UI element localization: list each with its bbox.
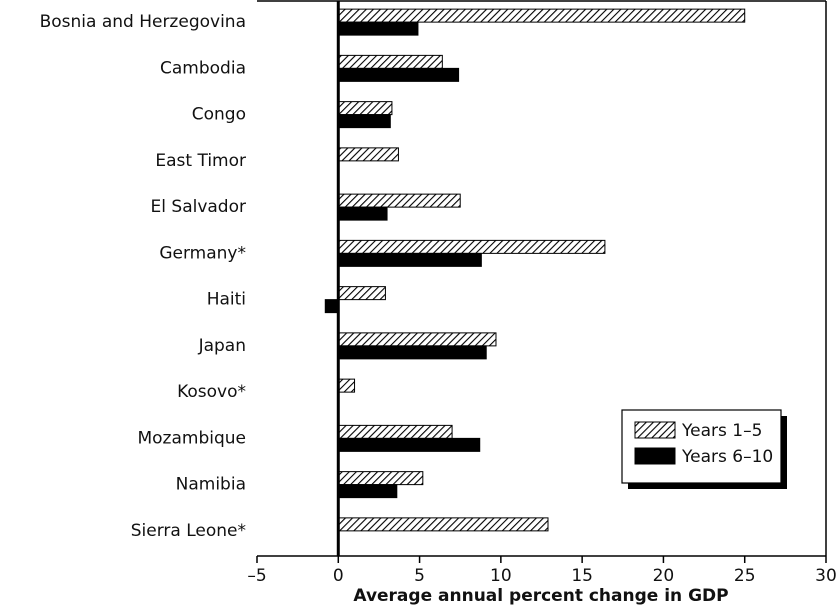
bar	[337, 286, 386, 301]
bar	[337, 114, 391, 129]
x-tick-label: 5	[414, 566, 425, 586]
legend-swatch	[634, 421, 676, 439]
bar	[337, 101, 393, 116]
y-tick-label: Congo	[192, 105, 246, 125]
y-tick-label: Germany*	[159, 243, 246, 263]
bar	[337, 239, 606, 254]
bar	[337, 424, 453, 439]
y-tick-label: Sierra Leone*	[131, 521, 246, 541]
bar	[337, 345, 487, 360]
bar	[324, 299, 339, 314]
y-tick-label: Mozambique	[137, 428, 246, 448]
bar	[337, 471, 424, 486]
bar	[337, 21, 419, 36]
y-tick-label: Japan	[198, 336, 246, 356]
legend-swatch	[634, 447, 676, 465]
bar	[337, 67, 460, 82]
x-tick-label: 25	[734, 566, 756, 586]
y-tick-label: Bosnia and Herzegovina	[40, 12, 246, 32]
y-tick-label: East Timor	[155, 151, 246, 171]
x-tick-label: 0	[333, 566, 344, 586]
x-tick-label: 10	[490, 566, 512, 586]
bar	[337, 54, 443, 69]
bar	[337, 8, 746, 23]
bar	[337, 484, 398, 499]
bar	[337, 378, 356, 393]
x-axis-label: Average annual percent change in GDP	[353, 586, 728, 606]
x-tick-label: –5	[247, 566, 266, 586]
bar	[337, 252, 482, 267]
bar	[337, 193, 461, 208]
legend-label: Years 1–5	[681, 421, 762, 441]
bar	[337, 517, 549, 532]
x-tick-label: 30	[815, 566, 837, 586]
y-tick-label: Kosovo*	[177, 382, 246, 402]
bar	[337, 437, 481, 452]
x-tick-label: 15	[571, 566, 593, 586]
bar	[337, 206, 388, 221]
bar	[337, 147, 399, 162]
bar	[337, 332, 497, 347]
legend-label: Years 6–10	[681, 447, 773, 467]
y-tick-label: El Salvador	[151, 197, 246, 217]
y-tick-label: Namibia	[176, 475, 246, 495]
x-tick-label: 20	[653, 566, 675, 586]
y-tick-label: Haiti	[207, 290, 246, 310]
y-tick-label: Cambodia	[160, 58, 246, 78]
